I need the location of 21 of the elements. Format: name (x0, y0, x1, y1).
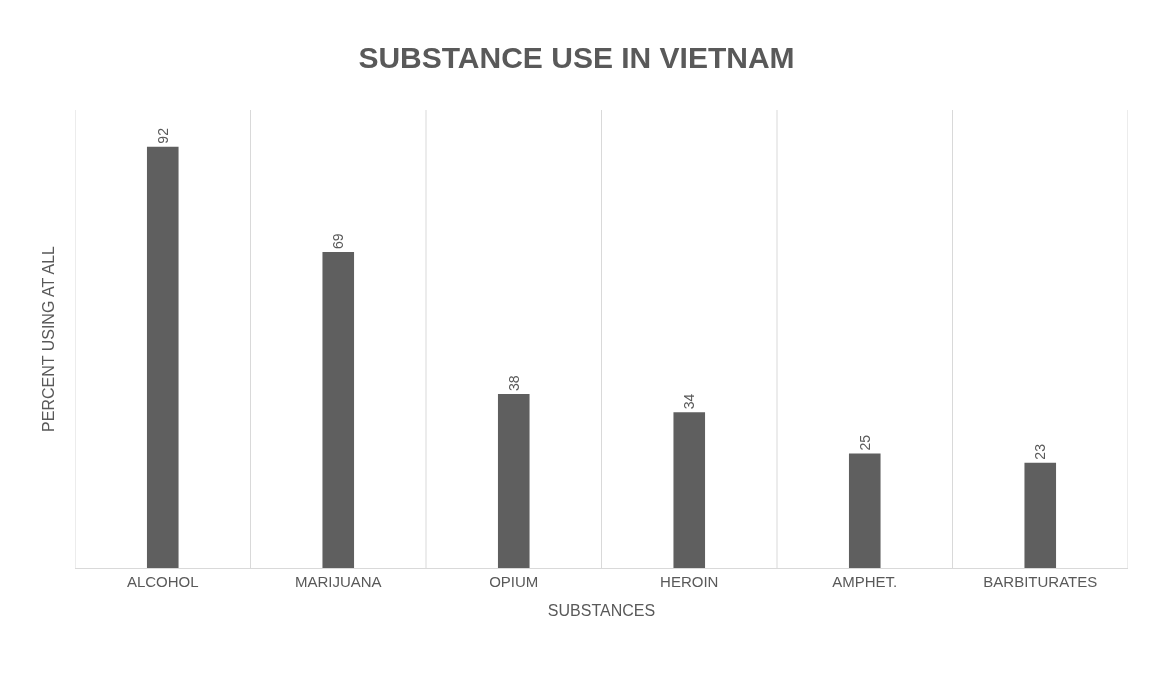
bar (848, 453, 881, 568)
bar (322, 251, 355, 568)
x-tick-label: HEROIN (660, 573, 719, 590)
y-axis-title: PERCENT USING AT ALL (39, 245, 57, 432)
bar (1024, 462, 1057, 568)
bar (146, 146, 179, 568)
data-label: 34 (681, 393, 698, 410)
x-tick-label: BARBITURATES (983, 573, 1098, 590)
data-label: 69 (330, 233, 347, 249)
x-tick-label: AMPHET. (832, 573, 898, 590)
data-label: 92 (154, 127, 171, 144)
bar (497, 393, 530, 568)
bar (673, 412, 706, 568)
data-label: 38 (505, 375, 522, 391)
chart-title: SUBSTANCE USE IN VIETNAM (358, 41, 795, 75)
x-tick-label: OPIUM (489, 573, 539, 590)
data-label: 25 (856, 434, 873, 451)
x-tick-label: ALCOHOL (126, 573, 199, 590)
data-label: 23 (1032, 443, 1049, 460)
x-tick-label: MARIJUANA (294, 573, 382, 590)
x-axis-title: SUBSTANCES (547, 601, 656, 619)
